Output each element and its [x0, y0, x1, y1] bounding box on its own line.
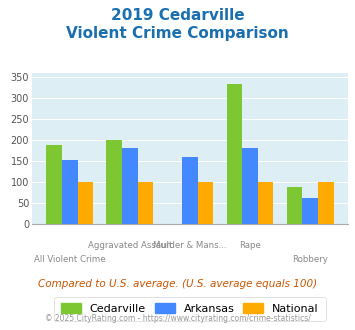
Text: Robbery: Robbery — [292, 255, 328, 264]
Bar — [138, 182, 153, 224]
Legend: Cedarville, Arkansas, National: Cedarville, Arkansas, National — [54, 297, 326, 321]
Text: Murder & Mans...: Murder & Mans... — [153, 241, 227, 250]
Bar — [182, 157, 198, 224]
Bar — [287, 187, 302, 224]
Bar — [258, 182, 273, 224]
Bar — [62, 160, 77, 224]
Text: © 2025 CityRating.com - https://www.cityrating.com/crime-statistics/: © 2025 CityRating.com - https://www.city… — [45, 314, 310, 323]
Bar — [46, 145, 62, 224]
Bar — [302, 198, 318, 224]
Text: Rape: Rape — [239, 241, 261, 250]
Text: 2019 Cedarville: 2019 Cedarville — [111, 8, 244, 23]
Text: Violent Crime Comparison: Violent Crime Comparison — [66, 26, 289, 41]
Bar — [77, 182, 93, 224]
Bar — [122, 148, 138, 224]
Text: Compared to U.S. average. (U.S. average equals 100): Compared to U.S. average. (U.S. average … — [38, 279, 317, 289]
Bar — [226, 84, 242, 224]
Bar — [198, 182, 213, 224]
Bar — [106, 140, 122, 224]
Bar — [242, 148, 258, 224]
Text: All Violent Crime: All Violent Crime — [34, 255, 105, 264]
Text: Aggravated Assault: Aggravated Assault — [88, 241, 172, 250]
Bar — [318, 182, 334, 224]
